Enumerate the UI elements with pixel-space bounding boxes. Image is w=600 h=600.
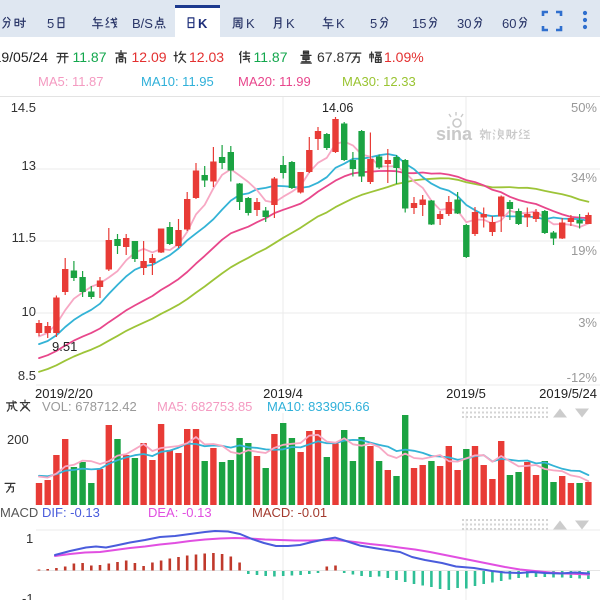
svg-text:13: 13: [22, 158, 36, 173]
svg-text:-12%: -12%: [567, 370, 598, 385]
svg-text:5: 5: [370, 16, 377, 31]
svg-text:2019/5: 2019/5: [446, 386, 486, 401]
svg-text:14.5: 14.5: [11, 100, 36, 115]
svg-text:11.87: 11.87: [73, 49, 107, 65]
svg-text:30: 30: [457, 16, 471, 31]
svg-text:2019/05/24: 2019/05/24: [0, 49, 48, 65]
svg-text:200: 200: [7, 432, 29, 447]
svg-text:K: K: [198, 16, 208, 31]
svg-text:11.87: 11.87: [254, 49, 288, 65]
svg-text:50%: 50%: [571, 100, 597, 115]
svg-text:K: K: [286, 16, 295, 31]
svg-text:60: 60: [502, 16, 516, 31]
svg-text:MACD: MACD: [0, 505, 38, 520]
svg-text:1: 1: [26, 531, 33, 546]
svg-text:15: 15: [412, 16, 426, 31]
svg-text:DIF: -0.13: DIF: -0.13: [42, 505, 100, 520]
svg-text:10: 10: [22, 304, 36, 319]
svg-text:VOL: 678712.42: VOL: 678712.42: [42, 399, 137, 414]
svg-text:MA5: 682753.85: MA5: 682753.85: [157, 399, 252, 414]
svg-text:19%: 19%: [571, 243, 597, 258]
svg-text:B/S: B/S: [132, 16, 153, 31]
svg-text:MA10: 11.95: MA10: 11.95: [141, 74, 214, 89]
svg-text:MA20: 11.99: MA20: 11.99: [238, 74, 311, 89]
svg-text:2019/2/20: 2019/2/20: [35, 386, 93, 401]
svg-text:12.03: 12.03: [189, 49, 224, 65]
svg-text:DEA: -0.13: DEA: -0.13: [148, 505, 212, 520]
svg-text:9.51: 9.51: [52, 339, 77, 354]
svg-text:MACD: -0.01: MACD: -0.01: [252, 505, 327, 520]
svg-text:1.09%: 1.09%: [384, 49, 424, 65]
svg-text:MA5: 11.87: MA5: 11.87: [38, 74, 104, 89]
svg-text:5: 5: [47, 16, 54, 31]
svg-text:K: K: [246, 16, 255, 31]
svg-text:12.09: 12.09: [132, 49, 167, 65]
svg-text:2019/4: 2019/4: [263, 386, 303, 401]
svg-text:MA10: 833905.66: MA10: 833905.66: [267, 399, 370, 414]
svg-text:K: K: [336, 16, 345, 31]
svg-text:2019/5/24: 2019/5/24: [539, 386, 597, 401]
svg-text:11.5: 11.5: [12, 230, 36, 245]
svg-text:8.5: 8.5: [18, 368, 36, 383]
svg-text:67.87: 67.87: [317, 49, 352, 65]
svg-text:MA30: 12.33: MA30: 12.33: [342, 74, 416, 89]
svg-text:3%: 3%: [578, 315, 597, 330]
svg-text:-1: -1: [22, 591, 34, 600]
svg-text:34%: 34%: [571, 170, 597, 185]
svg-text:sina: sina: [436, 124, 473, 144]
svg-text:14.06: 14.06: [322, 101, 353, 115]
